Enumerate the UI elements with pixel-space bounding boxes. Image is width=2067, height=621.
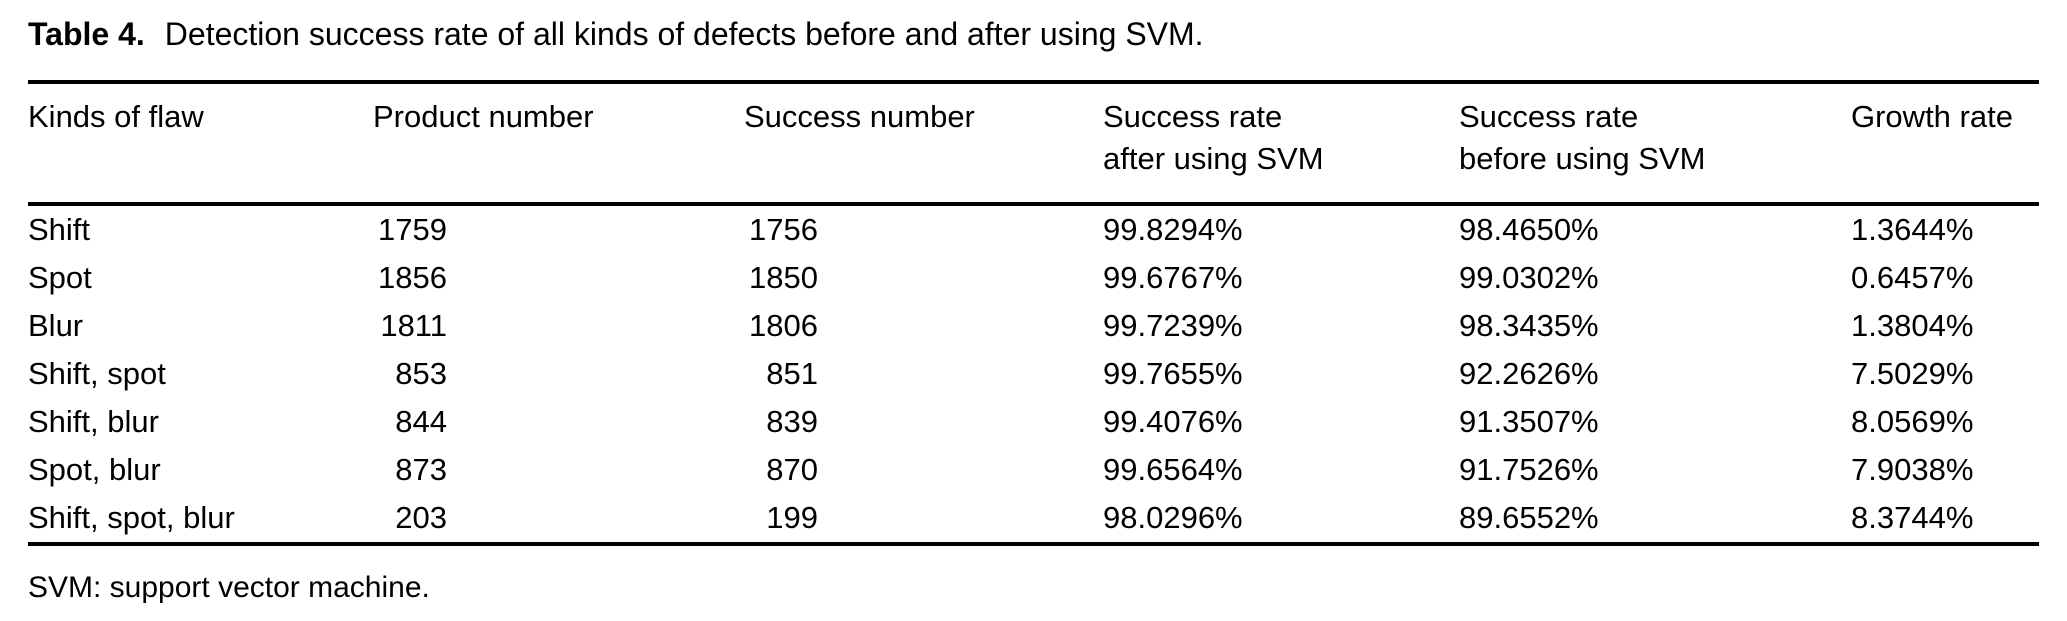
- table-header: Kinds of flaw Product number Success num…: [28, 82, 2039, 206]
- cell-success-rate-after: 99.4076%: [1103, 404, 1243, 439]
- cell-product-number: 1856: [373, 254, 744, 302]
- cell-success-rate-after: 99.7239%: [1103, 308, 1243, 343]
- table-footnote: SVM: support vector machine.: [28, 571, 430, 604]
- cell-success-rate-after: 99.6564%: [1103, 452, 1243, 487]
- success-number-value: 851: [766, 356, 818, 391]
- table-caption: Table 4. Detection success rate of all ki…: [28, 14, 2039, 54]
- col-header-success-rate-after: Success rate after using SVM: [1103, 82, 1459, 206]
- col-header-line: Success rate: [1103, 99, 1283, 134]
- product-number-value: 1811: [380, 308, 447, 343]
- cell-success-number: 199: [744, 494, 1103, 544]
- cell-success-rate-before: 92.2626%: [1459, 356, 1599, 391]
- cell-success-rate-before: 98.4650%: [1459, 212, 1599, 247]
- cell-kinds-of-flaw: Spot: [28, 260, 92, 295]
- product-number-value: 1856: [378, 260, 447, 295]
- table-row: Shift, spot, blur 203 199 98.0296% 89.65…: [28, 494, 2039, 544]
- cell-success-rate-before: 99.0302%: [1459, 260, 1599, 295]
- success-number-value: 1850: [749, 260, 818, 295]
- product-number-value: 853: [395, 356, 447, 391]
- success-number-value: 1806: [749, 308, 818, 343]
- cell-kinds-of-flaw: Spot, blur: [28, 452, 161, 487]
- cell-growth-rate: 8.0569%: [1851, 404, 1974, 439]
- cell-success-number: 870: [744, 446, 1103, 494]
- success-number-value: 839: [766, 404, 818, 439]
- cell-success-number: 839: [744, 398, 1103, 446]
- col-header-line: before using SVM: [1459, 141, 1706, 176]
- cell-product-number: 844: [373, 398, 744, 446]
- cell-kinds-of-flaw: Blur: [28, 308, 84, 343]
- table-row: Spot 1856 1850 99.6767% 99.0302% 0.6457%: [28, 254, 2039, 302]
- cell-product-number: 1811: [373, 302, 744, 350]
- col-header-success-number: Success number: [744, 82, 1103, 206]
- col-header-line: after using SVM: [1103, 141, 1324, 176]
- cell-product-number: 873: [373, 446, 744, 494]
- cell-kinds-of-flaw: Shift, spot, blur: [28, 500, 235, 535]
- table-row: Spot, blur 873 870 99.6564% 91.7526% 7.9…: [28, 446, 2039, 494]
- cell-growth-rate: 1.3804%: [1851, 308, 1974, 343]
- cell-success-rate-after: 99.7655%: [1103, 356, 1243, 391]
- cell-growth-rate: 0.6457%: [1851, 260, 1974, 295]
- table-row: Shift, spot 853 851 99.7655% 92.2626% 7.…: [28, 350, 2039, 398]
- product-number-value: 203: [395, 500, 447, 535]
- col-header-line: Success rate: [1459, 99, 1639, 134]
- col-header-line: Growth rate: [1851, 99, 2013, 134]
- col-header-kinds-of-flaw: Kinds of flaw: [28, 82, 373, 206]
- cell-kinds-of-flaw: Shift: [28, 212, 91, 247]
- cell-success-rate-after: 99.6767%: [1103, 260, 1243, 295]
- cell-success-rate-before: 91.7526%: [1459, 452, 1599, 487]
- table-row: Shift, blur 844 839 99.4076% 91.3507% 8.…: [28, 398, 2039, 446]
- cell-growth-rate: 1.3644%: [1851, 212, 1974, 247]
- cell-success-number: 1850: [744, 254, 1103, 302]
- col-header-line: Success number: [744, 99, 975, 134]
- cell-success-rate-before: 89.6552%: [1459, 500, 1599, 535]
- col-header-line: Kinds of flaw: [28, 99, 204, 134]
- defects-success-rate-table: Kinds of flaw Product number Success num…: [28, 80, 2039, 546]
- cell-success-rate-before: 91.3507%: [1459, 404, 1599, 439]
- success-number-value: 870: [766, 452, 818, 487]
- cell-product-number: 203: [373, 494, 744, 544]
- table-label: Table 4.: [28, 16, 145, 52]
- product-number-value: 844: [395, 404, 447, 439]
- success-number-value: 1756: [749, 212, 818, 247]
- table-row: Blur 1811 1806 99.7239% 98.3435% 1.3804%: [28, 302, 2039, 350]
- cell-success-rate-after: 99.8294%: [1103, 212, 1243, 247]
- header-row: Kinds of flaw Product number Success num…: [28, 82, 2039, 206]
- table-body: Shift 1759 1756 99.8294% 98.4650% 1.3644…: [28, 204, 2039, 544]
- table-caption-text: Detection success rate of all kinds of d…: [164, 16, 1204, 52]
- cell-kinds-of-flaw: Shift, spot: [28, 356, 166, 391]
- cell-growth-rate: 7.5029%: [1851, 356, 1974, 391]
- table-row: Shift 1759 1756 99.8294% 98.4650% 1.3644…: [28, 204, 2039, 254]
- cell-growth-rate: 8.3744%: [1851, 500, 1974, 535]
- cell-success-rate-after: 98.0296%: [1103, 500, 1243, 535]
- product-number-value: 1759: [378, 212, 447, 247]
- cell-success-rate-before: 98.3435%: [1459, 308, 1599, 343]
- col-header-line: Product number: [373, 99, 594, 134]
- cell-product-number: 1759: [373, 204, 744, 254]
- cell-success-number: 1806: [744, 302, 1103, 350]
- col-header-product-number: Product number: [373, 82, 744, 206]
- product-number-value: 873: [395, 452, 447, 487]
- cell-product-number: 853: [373, 350, 744, 398]
- cell-success-number: 851: [744, 350, 1103, 398]
- col-header-growth-rate: Growth rate: [1851, 82, 2039, 206]
- cell-growth-rate: 7.9038%: [1851, 452, 1974, 487]
- cell-success-number: 1756: [744, 204, 1103, 254]
- cell-kinds-of-flaw: Shift, blur: [28, 404, 159, 439]
- col-header-success-rate-before: Success rate before using SVM: [1459, 82, 1851, 206]
- success-number-value: 199: [766, 500, 818, 535]
